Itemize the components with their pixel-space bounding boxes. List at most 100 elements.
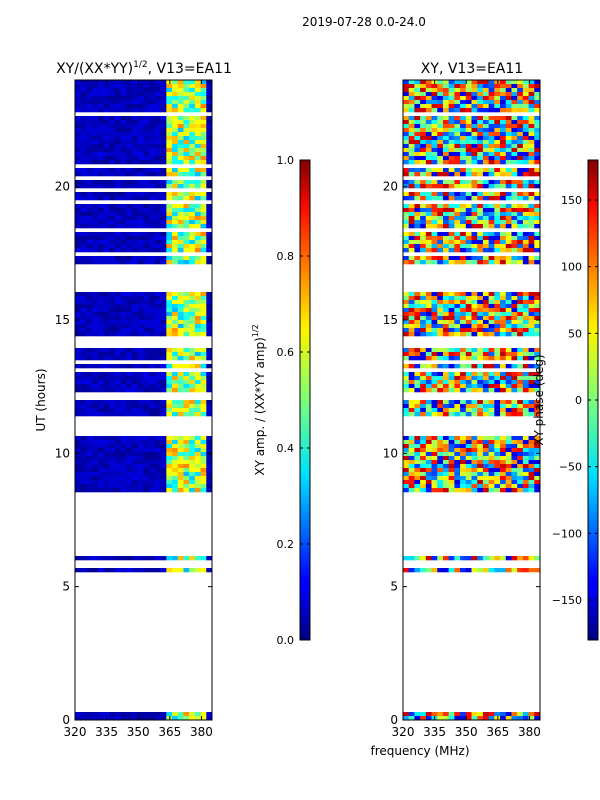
heatmap-cell [103, 332, 110, 337]
heatmap-cell [505, 116, 512, 121]
heatmap-cell [97, 448, 104, 453]
heatmap-cell [471, 240, 478, 245]
heatmap-cell [460, 148, 467, 153]
heatmap-cell [103, 296, 110, 301]
heatmap-cell [414, 296, 421, 301]
heatmap-cell [477, 400, 484, 405]
heatmap-cell [172, 488, 179, 493]
heatmap-cell [75, 236, 82, 241]
heatmap-cell [120, 444, 127, 449]
heatmap-cell [172, 400, 179, 405]
heatmap-cell [528, 448, 535, 453]
heatmap-cell [528, 712, 535, 717]
heatmap-cell [206, 712, 212, 717]
heatmap-cell [86, 192, 93, 197]
heatmap-cell [103, 364, 110, 369]
heatmap-cell [437, 460, 444, 465]
heatmap-cell [80, 436, 87, 441]
heatmap-cell [75, 152, 82, 157]
heatmap-cell [460, 256, 467, 261]
heatmap-cell [511, 316, 518, 321]
heatmap-cell [194, 136, 201, 141]
heatmap-cell [442, 88, 450, 93]
heatmap-cell [517, 204, 524, 209]
heatmap-cell [97, 156, 104, 161]
heatmap-cell [500, 448, 507, 453]
heatmap-cell [183, 364, 190, 369]
heatmap-cell [154, 104, 162, 109]
heatmap-cell [482, 448, 490, 453]
heatmap-cell [194, 436, 201, 441]
heatmap-cell [194, 128, 201, 133]
heatmap-cell [172, 120, 179, 125]
heatmap-cell [189, 312, 196, 317]
heatmap-cell [103, 400, 110, 405]
heatmap-cell [522, 568, 529, 573]
heatmap-cell [437, 364, 444, 369]
heatmap-cell [194, 180, 201, 185]
heatmap-cell [528, 456, 535, 461]
heatmap-cell [86, 376, 93, 381]
heatmap-cell [189, 128, 196, 133]
heatmap-cell [183, 296, 190, 301]
heatmap-cell [442, 480, 450, 485]
heatmap-cell [160, 568, 167, 573]
heatmap-cell [206, 324, 212, 329]
heatmap-cell [471, 92, 478, 97]
heatmap-cell [425, 156, 432, 161]
heatmap-cell [522, 436, 529, 441]
heatmap-cell [420, 232, 427, 237]
heatmap-cell [414, 464, 421, 469]
heatmap-cell [177, 296, 184, 301]
heatmap-cell [206, 384, 212, 389]
heatmap-cell [494, 132, 501, 137]
heatmap-cell [194, 464, 201, 469]
heatmap-cell [517, 184, 524, 189]
heatmap-cell [403, 456, 410, 461]
heatmap-cell [183, 468, 190, 473]
heatmap-cell [166, 324, 173, 329]
heatmap-cell [414, 460, 421, 465]
heatmap-cell [534, 452, 540, 457]
heatmap-cell [75, 100, 82, 105]
heatmap-cell [528, 444, 535, 449]
heatmap-cell [442, 84, 450, 89]
heatmap-cell [143, 300, 150, 305]
heatmap-cell [465, 460, 472, 465]
heatmap-cell [511, 324, 518, 329]
heatmap-cell [80, 132, 87, 137]
heatmap-cell [154, 440, 162, 445]
heatmap-cell [460, 172, 467, 177]
heatmap-cell [120, 484, 127, 489]
heatmap-cell [75, 476, 82, 481]
heatmap-cell [448, 372, 455, 377]
heatmap-cell [200, 452, 207, 457]
heatmap-cell [403, 324, 410, 329]
heatmap-cell [425, 300, 432, 305]
heatmap-cell [172, 220, 179, 225]
heatmap-cell [86, 408, 93, 413]
heatmap-cell [408, 148, 415, 153]
heatmap-cell [166, 480, 173, 485]
heatmap-cell [500, 256, 507, 261]
heatmap-cell [137, 476, 144, 481]
heatmap-cell [488, 404, 495, 409]
heatmap-cell [500, 100, 507, 105]
heatmap-cell [414, 400, 421, 405]
heatmap-cell [86, 716, 93, 720]
heatmap-cell [166, 328, 173, 333]
heatmap-cell [103, 412, 110, 417]
heatmap-cell [431, 324, 438, 329]
heatmap-cell [189, 372, 196, 377]
heatmap-cell [200, 376, 207, 381]
heatmap-cell [92, 132, 99, 137]
heatmap-cell [414, 152, 421, 157]
heatmap-cell [154, 244, 162, 249]
heatmap-cell [500, 488, 507, 493]
heatmap-cell [86, 184, 93, 189]
heatmap-cell [86, 436, 93, 441]
heatmap-cell [528, 472, 535, 477]
heatmap-cell [103, 148, 110, 153]
heatmap-cell [143, 372, 150, 377]
heatmap-cell [408, 568, 415, 573]
